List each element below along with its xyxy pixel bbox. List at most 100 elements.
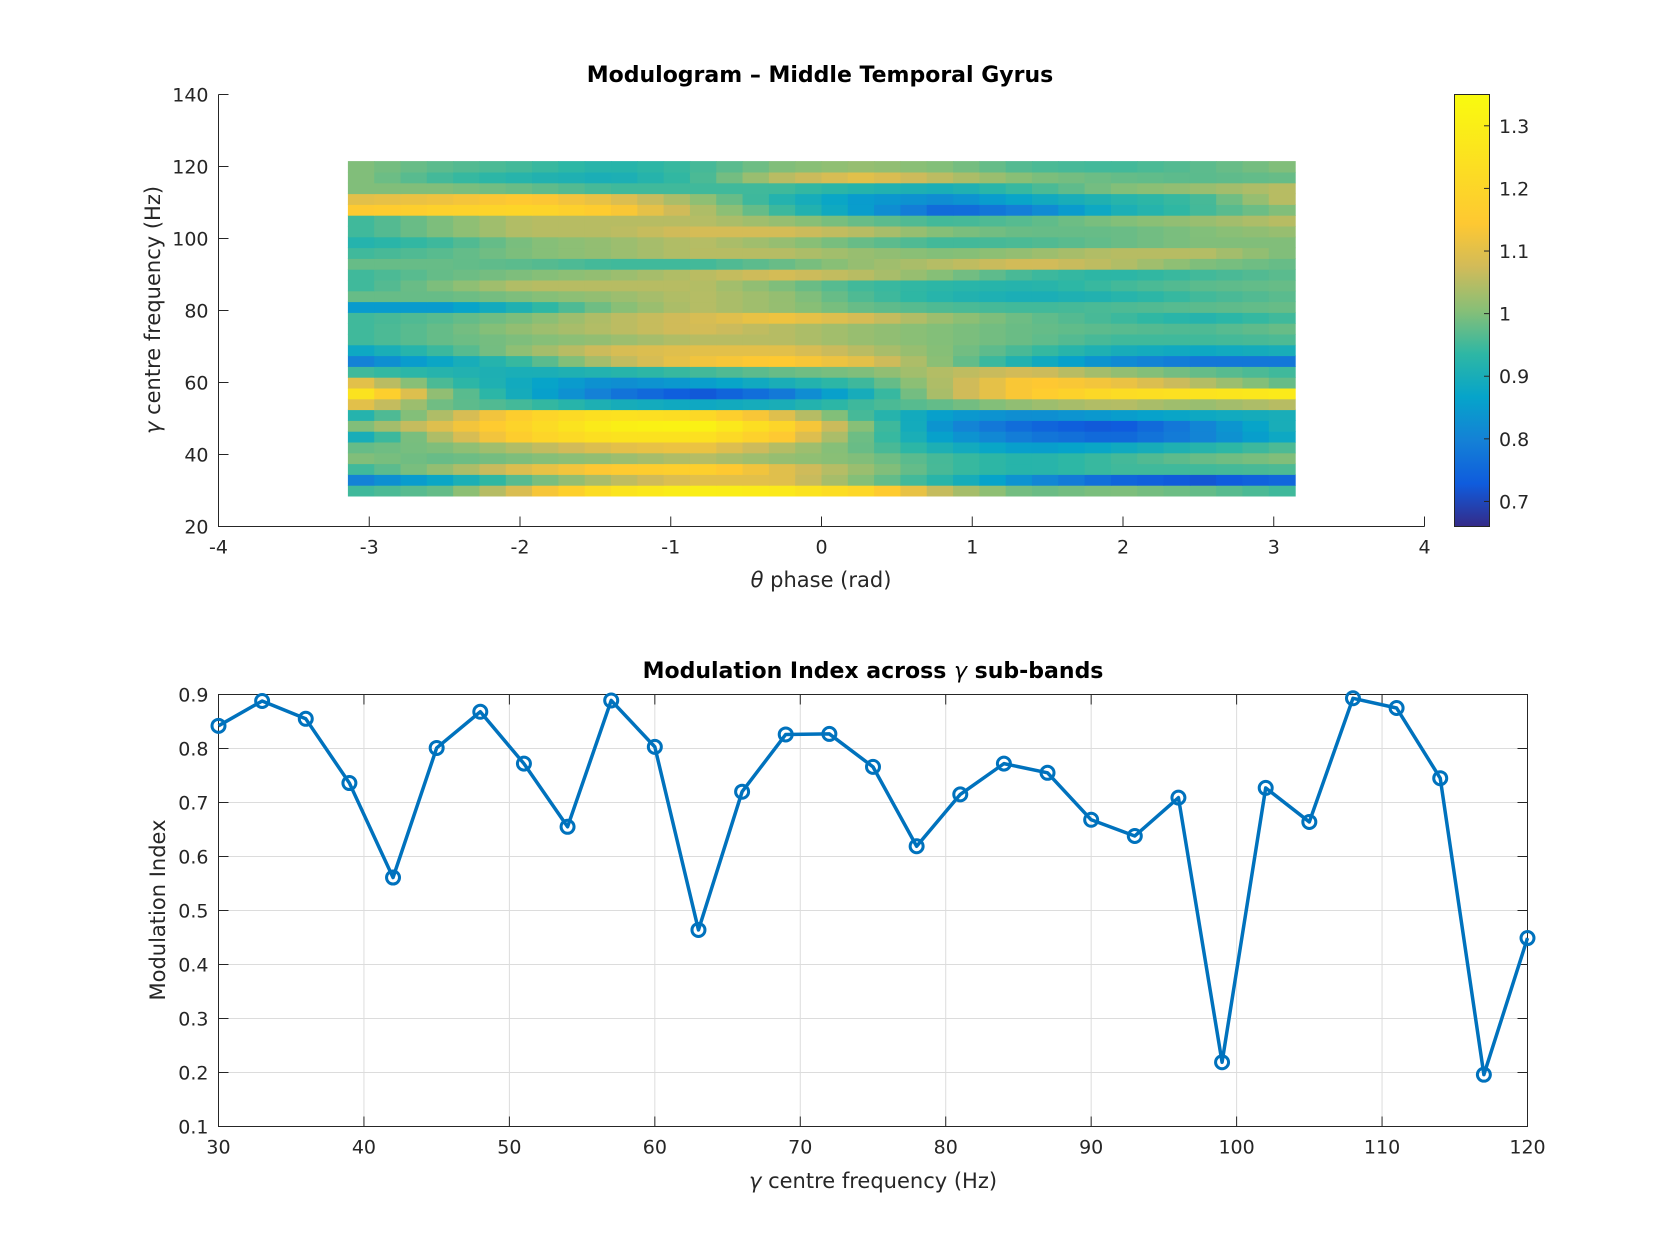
heatmap-cell: [479, 204, 507, 216]
heatmap-cell: [874, 215, 902, 227]
heatmap-cell: [1268, 387, 1296, 400]
heatmap-cell: [584, 215, 612, 227]
heatmap-cell: [953, 333, 980, 346]
heatmap-cell: [400, 312, 428, 324]
heatmap-cell: [505, 420, 533, 432]
heatmap-cell: [479, 323, 507, 335]
heatmap-cell: [1268, 161, 1296, 173]
heatmap-cell: [1137, 247, 1165, 259]
heatmap-cell: [821, 463, 849, 475]
heatmap-cell: [821, 193, 849, 205]
heatmap-cell: [1084, 485, 1112, 497]
heatmap-cell: [795, 409, 823, 421]
heatmap-cell: [874, 258, 902, 270]
heatmap-cell: [426, 269, 454, 281]
heatmap-cell: [979, 301, 1007, 313]
heatmap-cell: [900, 225, 928, 238]
heatmap-cell: [611, 290, 638, 303]
heatmap-cell: [1058, 485, 1086, 497]
modulation-index-title-text: Modulation Index across: [643, 659, 947, 684]
heatmap-cell: [532, 387, 559, 400]
heatmap-cell: [1163, 409, 1191, 421]
heatmap-cell: [900, 258, 928, 270]
heatmap-cell: [1189, 247, 1217, 259]
heatmap-cell: [611, 441, 638, 454]
heatmap-cell: [926, 171, 954, 184]
heatmap-cell: [505, 312, 533, 324]
heatmap-cell: [1005, 431, 1033, 443]
heatmap-cell: [926, 333, 954, 346]
heatmap-cell: [821, 333, 849, 346]
heatmap-cell: [1242, 193, 1270, 205]
modulation-index-y-label: Modulation Index: [146, 819, 170, 1000]
modulogram-x-label: θ phase (rad): [751, 568, 892, 592]
heatmap-cell: [453, 344, 481, 357]
heatmap-cell: [453, 215, 481, 227]
heatmap-cell: [716, 301, 744, 313]
heatmap-cell: [979, 193, 1007, 205]
heatmap-cell: [821, 409, 849, 421]
heatmap-cell: [374, 366, 402, 378]
heatmap-cell: [742, 333, 770, 346]
heatmap-cell: [558, 366, 586, 378]
heatmap-cell: [900, 204, 928, 216]
heatmap-cell: [505, 161, 533, 173]
heatmap-cell: [716, 182, 744, 195]
heatmap-cell: [953, 193, 980, 205]
heatmap-cell: [532, 225, 559, 238]
heatmap-cell: [1137, 420, 1165, 432]
heatmap-cell: [584, 204, 612, 216]
heatmap-cell: [426, 355, 454, 367]
heatmap-cell: [1242, 463, 1270, 475]
data-point-marker: [428, 739, 445, 756]
heatmap-cell: [1137, 204, 1165, 216]
heatmap-cell: [1268, 420, 1296, 432]
heatmap-cell: [1110, 225, 1138, 238]
heatmap-cell: [795, 215, 823, 227]
heatmap-cell: [847, 366, 875, 378]
heatmap-cell: [1084, 269, 1112, 281]
heatmap-cell: [1189, 193, 1217, 205]
heatmap-cell: [479, 171, 507, 184]
heatmap-cell: [874, 236, 902, 249]
heatmap-cell: [584, 258, 612, 270]
heatmap-cell: [584, 409, 612, 421]
heatmap-cell: [1268, 474, 1296, 486]
heatmap-cell: [689, 161, 717, 173]
heatmap-cell: [768, 269, 796, 281]
heatmap-cell: [347, 279, 375, 292]
heatmap-cell: [1268, 398, 1296, 411]
heatmap-cell: [1005, 355, 1033, 367]
heatmap-cell: [1242, 452, 1270, 465]
modulation-index-x-label: γ centre frequency (Hz): [749, 1169, 997, 1193]
heatmap-cell: [926, 215, 954, 227]
heatmap-cell: [1137, 463, 1165, 475]
heatmap-cell: [426, 344, 454, 357]
heatmap-cell: [874, 344, 902, 357]
heatmap-cell: [1216, 344, 1244, 357]
heatmap-cell: [768, 377, 796, 389]
modulogram-x-label-text: phase (rad): [770, 568, 891, 592]
heatmap-cell: [637, 182, 665, 195]
heatmap-cell: [479, 387, 507, 400]
heatmap-cell: [584, 247, 612, 259]
data-point-marker: [603, 692, 620, 709]
heatmap-cell: [1005, 225, 1033, 238]
heatmap-cell: [926, 301, 954, 313]
heatmap-cell: [742, 279, 770, 292]
heatmap-cell: [768, 204, 796, 216]
heatmap-cell: [637, 301, 665, 313]
heatmap-cell: [426, 204, 454, 216]
heatmap-cell: [558, 225, 586, 238]
heatmap-cell: [1163, 182, 1191, 195]
data-point-marker: [254, 692, 271, 709]
heatmap-cell: [637, 355, 665, 367]
heatmap-cell: [347, 333, 375, 346]
heatmap-cell: [1216, 193, 1244, 205]
heatmap-cell: [979, 398, 1007, 411]
x-tick-label: 50: [497, 1137, 521, 1159]
heatmap-cell: [453, 431, 481, 443]
heatmap-cell: [558, 215, 586, 227]
heatmap-cell: [795, 366, 823, 378]
heatmap-cell: [532, 204, 559, 216]
